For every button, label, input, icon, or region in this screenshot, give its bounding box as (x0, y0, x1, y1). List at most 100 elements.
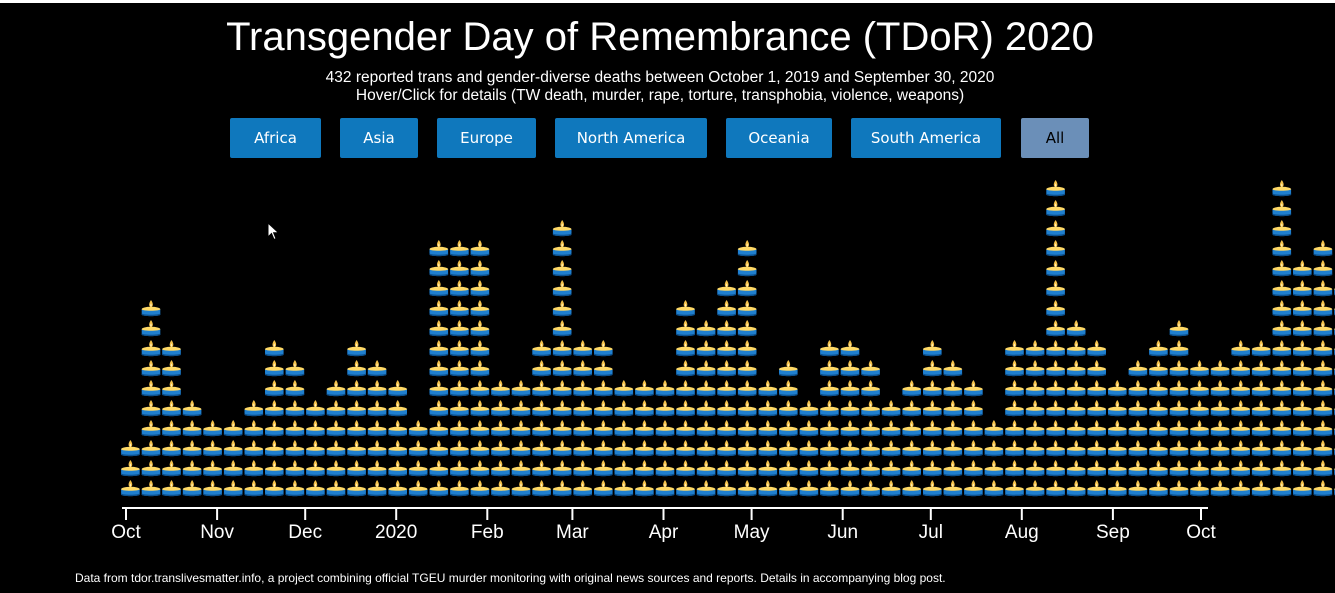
candle-icon[interactable] (943, 400, 963, 417)
candle-icon[interactable] (532, 440, 551, 457)
candle-icon[interactable] (779, 380, 798, 397)
candle-icon[interactable] (861, 400, 880, 417)
candle-icon[interactable] (594, 400, 613, 417)
candle-icon[interactable] (655, 460, 675, 477)
candle-icon[interactable] (244, 480, 264, 497)
candle-icon[interactable] (799, 460, 819, 477)
candle-icon[interactable] (532, 460, 551, 477)
candle-icon[interactable] (676, 420, 695, 437)
candle-icon[interactable] (881, 440, 901, 457)
filter-asia-button[interactable]: Asia (340, 118, 418, 158)
candle-icon[interactable] (388, 480, 407, 497)
candle-icon[interactable] (552, 400, 572, 417)
candle-icon[interactable] (1005, 340, 1024, 357)
candle-icon[interactable] (737, 400, 757, 417)
candle-icon[interactable] (1251, 360, 1271, 377)
candle-icon[interactable] (450, 260, 469, 277)
candle-icon[interactable] (326, 380, 346, 397)
candle-icon[interactable] (1108, 440, 1127, 457)
candle-icon[interactable] (779, 460, 798, 477)
candle-icon[interactable] (964, 460, 983, 477)
candle-icon[interactable] (1149, 340, 1168, 357)
candle-icon[interactable] (306, 440, 325, 457)
candle-icon[interactable] (840, 380, 860, 397)
candle-icon[interactable] (696, 400, 716, 417)
candle-icon[interactable] (347, 460, 366, 477)
candle-icon[interactable] (676, 480, 695, 497)
candle-icon[interactable] (1272, 260, 1292, 277)
candle-icon[interactable] (717, 340, 736, 357)
candle-icon[interactable] (635, 380, 654, 397)
filter-oceania-button[interactable]: Oceania (726, 118, 832, 158)
candle-icon[interactable] (594, 460, 613, 477)
candle-icon[interactable] (923, 460, 942, 477)
candle-icon[interactable] (676, 460, 695, 477)
candle-icon[interactable] (182, 460, 202, 477)
candle-icon[interactable] (1169, 440, 1189, 457)
candle-icon[interactable] (1025, 460, 1045, 477)
candle-icon[interactable] (573, 380, 592, 397)
candle-icon[interactable] (964, 440, 983, 457)
candle-icon[interactable] (1251, 340, 1271, 357)
candle-icon[interactable] (429, 280, 449, 297)
candle-icon[interactable] (285, 440, 305, 457)
candle-icon[interactable] (820, 400, 839, 417)
candle-icon[interactable] (162, 380, 181, 397)
candle-icon[interactable] (594, 340, 613, 357)
candle-icon[interactable] (450, 400, 469, 417)
candle-icon[interactable] (491, 420, 510, 437)
candle-icon[interactable] (429, 360, 449, 377)
candle-icon[interactable] (491, 440, 510, 457)
candle-icon[interactable] (820, 380, 839, 397)
candle-icon[interactable] (162, 340, 181, 357)
candle-icon[interactable] (1313, 420, 1333, 437)
candle-icon[interactable] (1251, 440, 1271, 457)
candle-icon[interactable] (203, 460, 222, 477)
candle-icon[interactable] (614, 460, 634, 477)
candle-icon[interactable] (532, 360, 551, 377)
candle-icon[interactable] (1190, 360, 1209, 377)
candle-icon[interactable] (285, 360, 305, 377)
candle-icon[interactable] (367, 460, 387, 477)
candle-icon[interactable] (1149, 460, 1168, 477)
candle-icon[interactable] (367, 420, 387, 437)
candle-icon[interactable] (902, 380, 921, 397)
candle-icon[interactable] (635, 480, 654, 497)
candle-icon[interactable] (573, 340, 592, 357)
candle-icon[interactable] (388, 420, 407, 437)
candle-icon[interactable] (182, 440, 202, 457)
candle-icon[interactable] (388, 440, 407, 457)
candle-icon[interactable] (141, 460, 161, 477)
candle-icon[interactable] (1272, 440, 1292, 457)
candle-icon[interactable] (162, 440, 181, 457)
candle-icon[interactable] (655, 480, 675, 497)
candle-icon[interactable] (552, 220, 572, 237)
candle-icon[interactable] (1231, 380, 1250, 397)
candle-icon[interactable] (1108, 460, 1127, 477)
candle-icon[interactable] (923, 480, 942, 497)
candle-icon[interactable] (984, 420, 1004, 437)
candle-icon[interactable] (573, 420, 592, 437)
candle-icon[interactable] (737, 340, 757, 357)
candle-icon[interactable] (573, 460, 592, 477)
candle-icon[interactable] (552, 240, 572, 257)
candle-icon[interactable] (1231, 420, 1250, 437)
candle-icon[interactable] (881, 480, 901, 497)
candle-icon[interactable] (1231, 440, 1250, 457)
candle-icon[interactable] (902, 400, 921, 417)
candle-icon[interactable] (1046, 300, 1065, 317)
candle-icon[interactable] (1272, 280, 1292, 297)
candle-icon[interactable] (1313, 320, 1333, 337)
candle-icon[interactable] (1190, 400, 1209, 417)
candle-icon[interactable] (737, 260, 757, 277)
candle-icon[interactable] (655, 380, 675, 397)
candle-icon[interactable] (265, 400, 284, 417)
filter-north-america-button[interactable]: North America (555, 118, 707, 158)
candle-icon[interactable] (552, 420, 572, 437)
candle-icon[interactable] (450, 340, 469, 357)
candle-icon[interactable] (1231, 480, 1250, 497)
candle-icon[interactable] (696, 480, 716, 497)
candle-icon[interactable] (820, 420, 839, 437)
candle-icon[interactable] (635, 400, 654, 417)
candle-icon[interactable] (121, 460, 140, 477)
